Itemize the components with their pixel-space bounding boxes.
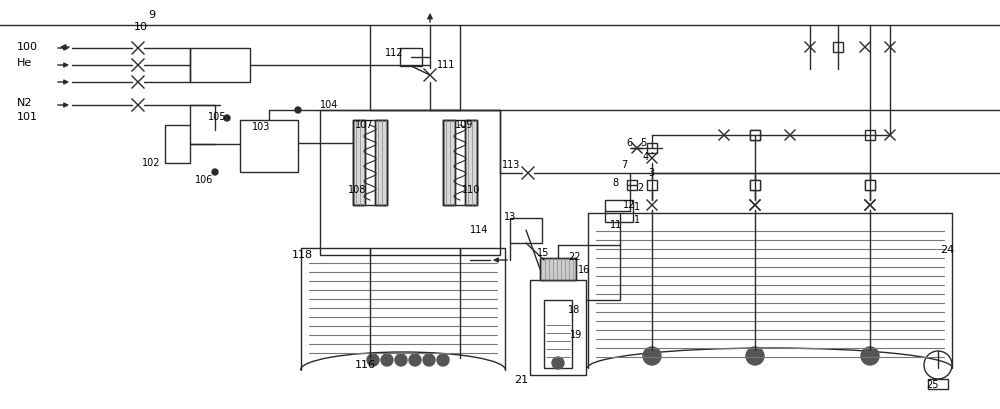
Text: 25: 25	[926, 380, 938, 390]
Text: 111: 111	[437, 60, 455, 70]
Circle shape	[409, 354, 421, 366]
Text: 1: 1	[634, 215, 640, 225]
Text: 12: 12	[623, 200, 635, 210]
Text: 6: 6	[626, 138, 632, 148]
Text: 1: 1	[634, 202, 640, 212]
Bar	[627, 180, 637, 190]
Bar	[540, 258, 576, 280]
Bar	[320, 110, 500, 255]
Bar	[443, 120, 455, 205]
Text: 118: 118	[292, 250, 313, 260]
Bar	[240, 120, 298, 172]
Text: 9: 9	[148, 10, 155, 20]
Bar	[400, 48, 422, 66]
Circle shape	[395, 354, 407, 366]
Bar	[544, 300, 572, 368]
Bar	[353, 120, 365, 205]
Bar	[647, 180, 657, 190]
Text: 100: 100	[17, 42, 38, 52]
Circle shape	[212, 169, 218, 175]
Bar	[605, 200, 633, 222]
Text: 101: 101	[17, 112, 38, 122]
Text: 108: 108	[348, 185, 366, 195]
Circle shape	[295, 107, 301, 113]
Text: N2: N2	[17, 98, 32, 108]
Text: 114: 114	[470, 225, 488, 235]
Circle shape	[643, 347, 661, 365]
Circle shape	[381, 354, 393, 366]
Text: 8: 8	[612, 178, 618, 188]
Text: 10: 10	[134, 22, 148, 32]
Bar	[750, 130, 760, 140]
Bar	[750, 180, 760, 190]
Text: 13: 13	[504, 212, 516, 222]
Bar	[375, 120, 387, 205]
Bar	[465, 120, 477, 205]
Text: 103: 103	[252, 122, 270, 132]
Circle shape	[367, 354, 379, 366]
Text: 4: 4	[643, 152, 649, 162]
Bar	[510, 218, 542, 243]
Bar	[750, 180, 760, 190]
Bar	[750, 130, 760, 140]
Bar	[353, 120, 365, 205]
Text: 7: 7	[621, 160, 627, 170]
Text: 21: 21	[514, 375, 528, 385]
Text: 107: 107	[355, 120, 374, 130]
Circle shape	[552, 357, 564, 369]
Text: 105: 105	[208, 112, 226, 122]
Text: 112: 112	[385, 48, 404, 58]
Text: 113: 113	[502, 160, 520, 170]
Bar	[540, 258, 576, 280]
Text: 16: 16	[578, 265, 590, 275]
Text: 11: 11	[610, 220, 622, 230]
Circle shape	[423, 354, 435, 366]
Bar	[865, 180, 875, 190]
Text: 116: 116	[355, 360, 376, 370]
Bar	[465, 120, 477, 205]
Bar	[833, 42, 843, 52]
Text: 109: 109	[455, 120, 473, 130]
Text: 102: 102	[142, 158, 160, 168]
Text: 24: 24	[940, 245, 954, 255]
Bar	[928, 379, 948, 389]
Circle shape	[746, 347, 764, 365]
Text: 110: 110	[462, 185, 480, 195]
Bar	[865, 180, 875, 190]
Text: 18: 18	[568, 305, 580, 315]
Text: 19: 19	[570, 330, 582, 340]
Bar	[647, 143, 657, 153]
Bar	[530, 280, 586, 375]
Text: 15: 15	[537, 248, 549, 258]
Text: 3: 3	[648, 168, 654, 178]
Text: 104: 104	[320, 100, 338, 110]
Bar	[865, 130, 875, 140]
Text: He: He	[17, 58, 32, 68]
Circle shape	[224, 115, 230, 121]
Text: 106: 106	[195, 175, 213, 185]
Bar	[443, 120, 455, 205]
Circle shape	[861, 347, 879, 365]
Text: 5: 5	[640, 138, 646, 148]
Text: 2: 2	[637, 183, 643, 193]
Text: 22: 22	[568, 252, 580, 262]
Bar	[190, 48, 250, 82]
Circle shape	[437, 354, 449, 366]
Bar	[165, 125, 190, 163]
Bar	[375, 120, 387, 205]
